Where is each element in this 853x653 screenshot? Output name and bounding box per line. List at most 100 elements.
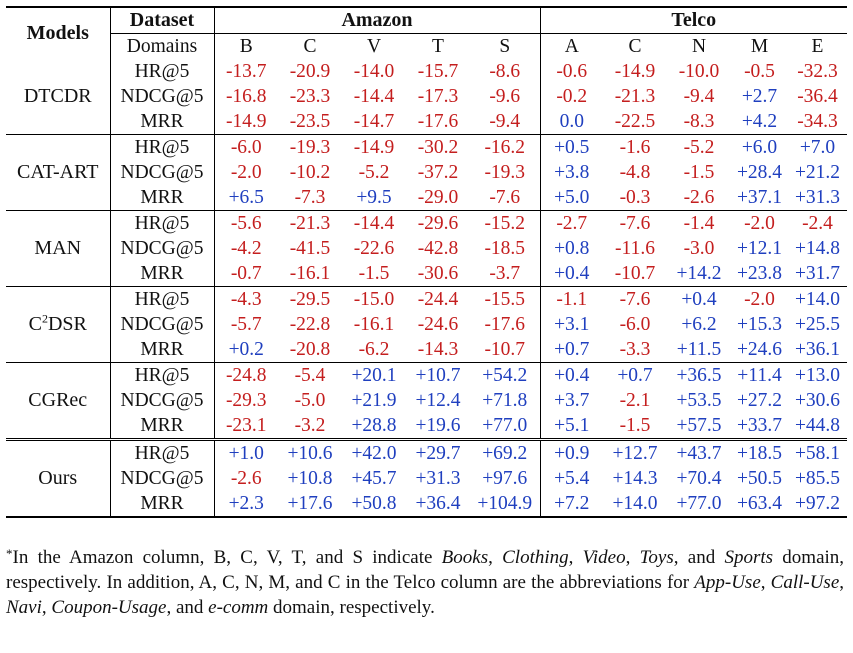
value-cell: +5.1 xyxy=(554,415,590,436)
table-row: C2DSR HR@5 -4.3 -29.5 -15.0 -24.4 -15.5 -1.1 -7.… xyxy=(6,286,848,363)
value-cell: +97.2 xyxy=(794,493,841,514)
value-cell: -8.6 xyxy=(470,59,541,84)
value-cell: +37.1 xyxy=(736,187,783,208)
value-cell: +43.7 xyxy=(667,438,731,466)
footnote-text-1: In the Amazon column, B, C, V, T, and S … xyxy=(12,547,442,568)
value-cell: +6.2 xyxy=(681,314,717,335)
value-cell: -4.3 xyxy=(214,286,278,312)
value-cell: -3.0 xyxy=(683,238,715,259)
domain-header-amazon-s: S xyxy=(470,33,541,59)
value-cell: +31.3 xyxy=(794,187,841,208)
value-cell: +10.6 xyxy=(278,438,342,466)
table-row: Ours HR@5 +1.0 +10.6 +42.0 +29.7 +69.2 +0.9 +12.… xyxy=(6,438,848,516)
metric-label: NDCG@5 xyxy=(110,466,215,491)
footnote-sep: , and xyxy=(673,547,725,568)
domain-header-amazon-t: T xyxy=(432,36,444,57)
model-name: C2DSR xyxy=(6,286,111,363)
value-cell: -30.2 xyxy=(406,134,470,160)
value-cell: -29.5 xyxy=(278,286,342,312)
metric-label: NDCG@5 xyxy=(110,236,215,261)
value-cell: -3.2 xyxy=(294,415,326,436)
value-cell: +0.2 xyxy=(228,339,264,360)
model-name: CGRec xyxy=(6,362,111,440)
amazon-header: Amazon xyxy=(214,8,541,34)
value-cell: +12.7 xyxy=(603,438,667,466)
value-cell: -6.2 xyxy=(358,339,390,360)
value-cell: +24.6 xyxy=(736,339,783,360)
table-row: NDCG@5 -2.0 -10.2 -5.2 -37.2 -19.3 +3.8 -4.8 -1.… xyxy=(6,160,847,185)
value-cell: -9.4 xyxy=(470,109,541,135)
value-cell: -1.5 xyxy=(683,162,715,183)
value-cell: -5.0 xyxy=(294,390,326,411)
metric-label: HR@5 xyxy=(110,210,215,236)
value-cell: +57.5 xyxy=(676,415,722,436)
value-cell: -1.4 xyxy=(667,210,731,236)
value-cell: -30.6 xyxy=(417,263,459,284)
metric-label: MRR xyxy=(110,261,215,287)
value-cell: +14.2 xyxy=(676,263,722,284)
metric-label: MRR xyxy=(110,491,215,516)
value-cell: +3.1 xyxy=(554,314,590,335)
value-cell: +10.8 xyxy=(287,468,333,489)
domain-header-amazon-c: C xyxy=(303,36,317,57)
model-name: MAN xyxy=(6,210,111,287)
value-cell: -14.9 xyxy=(225,111,267,132)
footnote-video: Video xyxy=(582,547,626,568)
value-cell: -16.8 xyxy=(225,86,267,107)
value-cell: -36.4 xyxy=(797,86,838,107)
value-cell: -14.4 xyxy=(342,210,406,236)
value-cell: -41.5 xyxy=(289,238,331,259)
table-row: MAN HR@5 -5.6 -21.3 -14.4 -29.6 -15.2 -2.7 -7.6-… xyxy=(6,210,848,287)
domain-header-amazon-v: V xyxy=(366,36,382,57)
value-cell: +23.8 xyxy=(736,263,783,284)
value-cell: +0.5 xyxy=(540,134,603,160)
value-cell: -14.0 xyxy=(353,61,395,82)
value-cell: -0.2 xyxy=(556,86,588,107)
table-row: MRR +6.5 -7.3 +9.5 -29.0 -7.6 +5.0 -0.3 -2.6 +37.… xyxy=(6,185,847,211)
table-row: MRR +0.2 -20.8 -6.2 -14.3 -10.7 +0.7 -3.3 +11.5 +… xyxy=(6,337,847,363)
header-row-1: Models Dataset Amazon Telco xyxy=(6,8,848,59)
metric-label: HR@5 xyxy=(110,59,215,84)
value-cell: -0.6 xyxy=(556,61,588,82)
value-cell: +12.1 xyxy=(736,238,783,259)
value-cell: -14.4 xyxy=(353,86,395,107)
value-cell: +0.4 xyxy=(667,286,731,312)
value-cell: +69.2 xyxy=(470,438,541,466)
value-cell: -1.5 xyxy=(358,263,390,284)
value-cell: -24.4 xyxy=(406,286,470,312)
value-cell: -23.3 xyxy=(289,86,331,107)
value-cell: -2.7 xyxy=(540,210,603,236)
metric-label: NDCG@5 xyxy=(110,312,215,337)
value-cell: -21.3 xyxy=(614,86,656,107)
metric-label: MRR xyxy=(110,337,215,363)
metric-label: HR@5 xyxy=(110,362,215,388)
value-cell: +58.1 xyxy=(788,438,848,466)
value-cell: -2.0 xyxy=(731,286,788,312)
domain-header-telco-n: N xyxy=(691,36,707,57)
value-cell: +11.5 xyxy=(676,339,722,360)
value-cell: +77.0 xyxy=(470,413,541,440)
footnote-books: Books xyxy=(441,547,489,568)
value-cell: +12.4 xyxy=(415,390,461,411)
value-cell: +70.4 xyxy=(676,468,722,489)
value-cell: -19.3 xyxy=(278,134,342,160)
value-cell: -3.7 xyxy=(470,261,541,287)
value-cell: -21.3 xyxy=(278,210,342,236)
value-cell: +50.5 xyxy=(736,468,783,489)
value-cell: -9.4 xyxy=(683,86,715,107)
domain-header-telco-a: A xyxy=(564,36,579,57)
value-cell: -10.2 xyxy=(289,162,331,183)
value-cell: -2.0 xyxy=(731,210,788,236)
value-cell: +11.4 xyxy=(731,362,788,388)
value-cell: +63.4 xyxy=(736,493,783,514)
value-cell: -22.8 xyxy=(289,314,331,335)
value-cell: +18.5 xyxy=(731,438,788,466)
value-cell: -14.3 xyxy=(417,339,459,360)
metric-label: MRR xyxy=(110,185,215,211)
value-cell: +85.5 xyxy=(794,468,841,489)
footnote-sep: , xyxy=(41,597,52,618)
value-cell: +9.5 xyxy=(356,187,392,208)
value-cell: -20.9 xyxy=(289,61,331,82)
value-cell: -5.4 xyxy=(278,362,342,388)
value-cell: -7.6 xyxy=(470,185,541,211)
